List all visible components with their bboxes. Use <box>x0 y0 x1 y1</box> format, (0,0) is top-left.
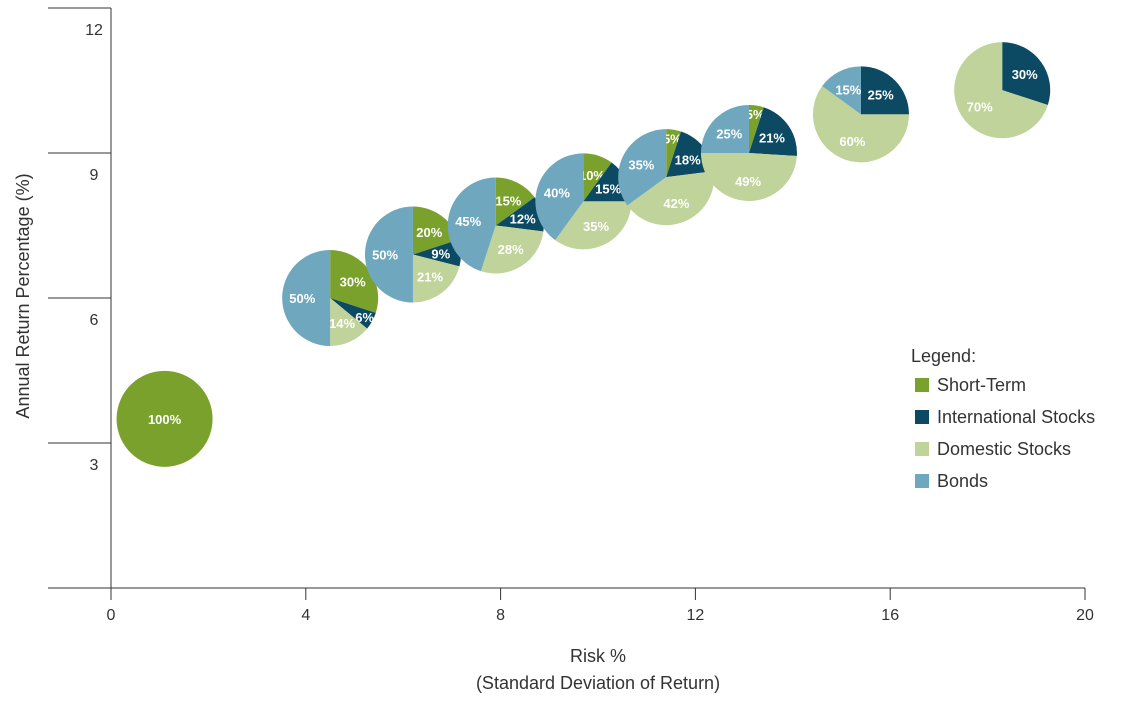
legend-swatch <box>915 378 929 392</box>
slice-label: 12% <box>510 212 536 227</box>
x-axis-subtitle: (Standard Deviation of Return) <box>476 673 720 693</box>
axes: 0 4 8 12 16 20 3 6 9 12 <box>48 7 1094 624</box>
pie-slice-domestic-stocks <box>480 225 544 274</box>
pie-slice-domestic-stocks <box>954 42 1048 139</box>
slice-label: 15% <box>495 194 521 209</box>
pie-slice-international-stocks <box>412 239 461 267</box>
pie-slice-short-term <box>666 129 682 178</box>
pie-marker: 5% 18% 42% 35% <box>618 129 715 226</box>
slice-label: 5% <box>663 131 682 146</box>
pie-marker: 15% 12% 28% 45% <box>447 177 544 274</box>
legend-title: Legend: <box>911 346 976 366</box>
slice-label: 40% <box>544 186 570 201</box>
pie-slice-bonds <box>822 66 861 115</box>
slice-label: 25% <box>716 126 742 141</box>
pie-slice-international-stocks <box>495 197 544 232</box>
pie-marker: 5% 21% 49% 25% <box>700 105 797 202</box>
legend-swatch <box>915 410 929 424</box>
legend-label: International Stocks <box>937 407 1095 427</box>
pie-slice-domestic-stocks <box>330 298 368 346</box>
pie-slice-short-term <box>412 206 459 255</box>
slice-label: 30% <box>1012 67 1038 82</box>
x-axis-title: Risk % <box>570 646 626 666</box>
slice-label: 60% <box>839 134 865 149</box>
pie-marker: 10%15% 35% 40% <box>535 153 632 250</box>
y-tick-label: 3 <box>90 457 99 474</box>
legend-label: Domestic Stocks <box>937 439 1071 459</box>
pie-marker: 25% 60% 15% <box>812 66 909 163</box>
pie-slice-domestic-stocks <box>812 86 909 163</box>
slice-label: 10% <box>579 168 605 183</box>
pie-marker: 100% <box>116 370 213 467</box>
pie-slice-bonds <box>282 250 331 346</box>
slice-label: 28% <box>498 242 524 257</box>
slice-label: 35% <box>583 219 609 234</box>
pie-markers: 100% 30% 6%14% 50% 20% 9% 21% 50% 15% 12% 28% 45% 10… <box>116 42 1051 467</box>
y-tick-label: 12 <box>85 22 103 39</box>
slice-label: 49% <box>735 174 761 189</box>
pie-slice-international-stocks <box>666 131 714 178</box>
slice-label: 45% <box>455 214 481 229</box>
pie-slice-short-term <box>583 153 612 202</box>
pie-slice-bonds <box>447 177 496 272</box>
legend-swatch <box>915 474 929 488</box>
pie-slice-bonds <box>700 105 749 153</box>
pie-slice-short-term <box>116 370 213 467</box>
x-tick-label: 0 <box>107 607 116 624</box>
legend: Legend: Short-Term International Stocks Do… <box>911 346 1095 491</box>
pie-slice-short-term <box>330 250 379 313</box>
slice-label: 50% <box>372 248 398 263</box>
legend-swatch <box>915 442 929 456</box>
slice-label: 18% <box>675 152 701 167</box>
slice-label: 30% <box>340 275 366 290</box>
pie-slice-international-stocks <box>860 66 909 115</box>
pie-slice-short-term <box>495 177 535 226</box>
x-tick-label: 8 <box>496 607 505 624</box>
pie-slice-domestic-stocks <box>700 153 797 202</box>
slice-label: 14% <box>329 316 355 331</box>
x-tick-label: 20 <box>1076 607 1094 624</box>
slice-label: 20% <box>416 225 442 240</box>
pie-slice-domestic-stocks <box>555 201 632 250</box>
slice-label: 100% <box>148 412 182 427</box>
pie-marker: 30% 6%14% 50% <box>282 250 379 346</box>
x-tick-label: 4 <box>301 607 310 624</box>
pie-slice-international-stocks <box>748 107 797 157</box>
slice-label: 21% <box>417 269 443 284</box>
y-tick-label: 9 <box>90 167 99 184</box>
slice-label: 9% <box>431 247 450 262</box>
pie-slice-bonds <box>618 129 667 206</box>
pie-slice-domestic-stocks <box>627 171 715 226</box>
slice-label: 21% <box>759 130 785 145</box>
x-tick-label: 16 <box>881 607 899 624</box>
x-tick-label: 12 <box>687 607 705 624</box>
pie-marker: 20% 9% 21% 50% <box>364 206 461 303</box>
slice-label: 70% <box>967 100 993 115</box>
pie-slice-international-stocks <box>330 298 376 329</box>
pie-slice-short-term <box>748 105 764 153</box>
pie-slice-international-stocks <box>1002 42 1051 105</box>
slice-label: 6% <box>355 310 374 325</box>
pie-slice-domestic-stocks <box>412 254 460 303</box>
slice-label: 50% <box>289 291 315 306</box>
slice-label: 25% <box>868 88 894 103</box>
legend-label: Short-Term <box>937 375 1026 395</box>
y-tick-label: 6 <box>90 312 99 329</box>
slice-label: 15% <box>595 182 621 197</box>
pie-slice-bonds <box>364 206 413 303</box>
y-axis-title: Annual Return Percentage (%) <box>13 173 33 418</box>
slice-label: 35% <box>628 158 654 173</box>
legend-label: Bonds <box>937 471 988 491</box>
pie-slice-bonds <box>535 153 584 241</box>
pie-marker: 30% 70% <box>954 42 1051 139</box>
slice-label: 5% <box>746 107 765 122</box>
slice-label: 15% <box>835 83 861 98</box>
slice-label: 42% <box>663 196 689 211</box>
